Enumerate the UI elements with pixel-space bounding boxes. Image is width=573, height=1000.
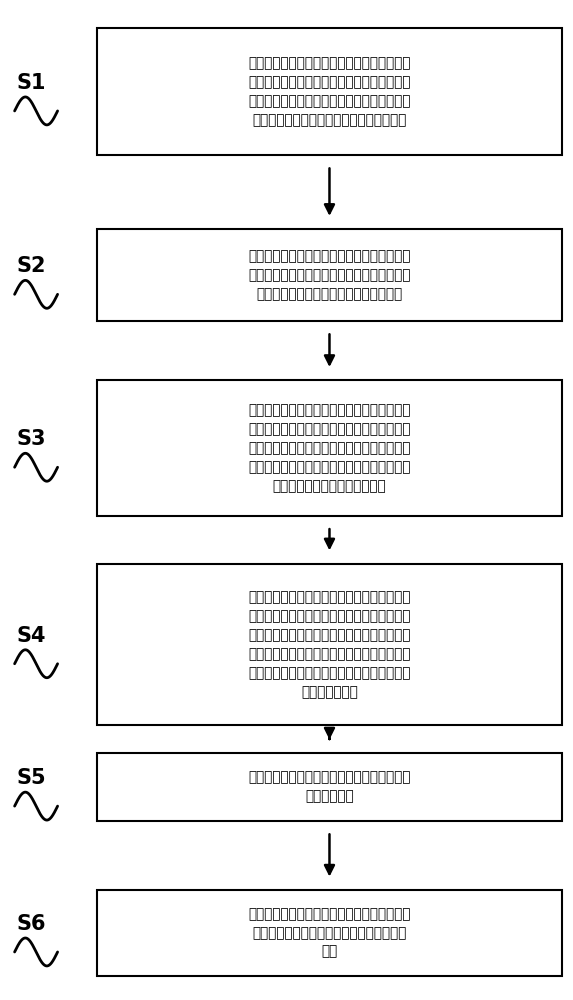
Bar xyxy=(97,380,562,516)
Text: S2: S2 xyxy=(17,256,46,276)
Text: S6: S6 xyxy=(17,914,46,934)
Text: 完成订单业务后，所述接口链接管理模块撤除
定制化接口。: 完成订单业务后，所述接口链接管理模块撤除 定制化接口。 xyxy=(248,770,411,803)
Text: S1: S1 xyxy=(17,73,46,93)
Bar xyxy=(97,28,562,155)
Text: S5: S5 xyxy=(17,768,46,788)
Text: 所述接口链接管理模块根据所述定制化生产流
程子模块的业务流程需求将定制化接口插入到
业务流程模块的相应的一个或者多个环节: 所述接口链接管理模块根据所述定制化生产流 程子模块的业务流程需求将定制化接口插入… xyxy=(248,249,411,301)
Text: 所述云端系统在完成所有准备工作后，所述流
程联动管理模块根据定制化生产流程子模块，
自动检测其相关的上下游业务流程，分析是否
存在适配冲突，如果有冲突则对用户进: 所述云端系统在完成所有准备工作后，所述流 程联动管理模块根据定制化生产流程子模块… xyxy=(248,403,411,493)
Bar xyxy=(97,753,562,821)
Text: 云端系统接收订单业务，所述定制化管理模块
根据订单业务的特点，自动从所述模板库中适
配一个或多个模板，再根据订单的特点自动编
辑该模板，形成所述定制化生产流程子: 云端系统接收订单业务，所述定制化管理模块 根据订单业务的特点，自动从所述模板库中… xyxy=(248,56,411,127)
Bar xyxy=(97,890,562,976)
Text: 所述业务流程模块开始执行生产流程，当生产
流程进入到插入了定制化接口的环节，则通过
该接口自动触发定制化生产流程子模块，按照
所述定制化生产流程子模块内部的子流: 所述业务流程模块开始执行生产流程，当生产 流程进入到插入了定制化接口的环节，则通… xyxy=(248,590,411,699)
Bar xyxy=(97,564,562,725)
Text: S3: S3 xyxy=(17,429,46,449)
Text: S4: S4 xyxy=(17,626,46,646)
Text: 所述业务流程模块根据实际生产需要从而保存
或者撤销已完成订单的定制化生产流程子模
块。: 所述业务流程模块根据实际生产需要从而保存 或者撤销已完成订单的定制化生产流程子模… xyxy=(248,907,411,959)
Bar xyxy=(97,229,562,321)
